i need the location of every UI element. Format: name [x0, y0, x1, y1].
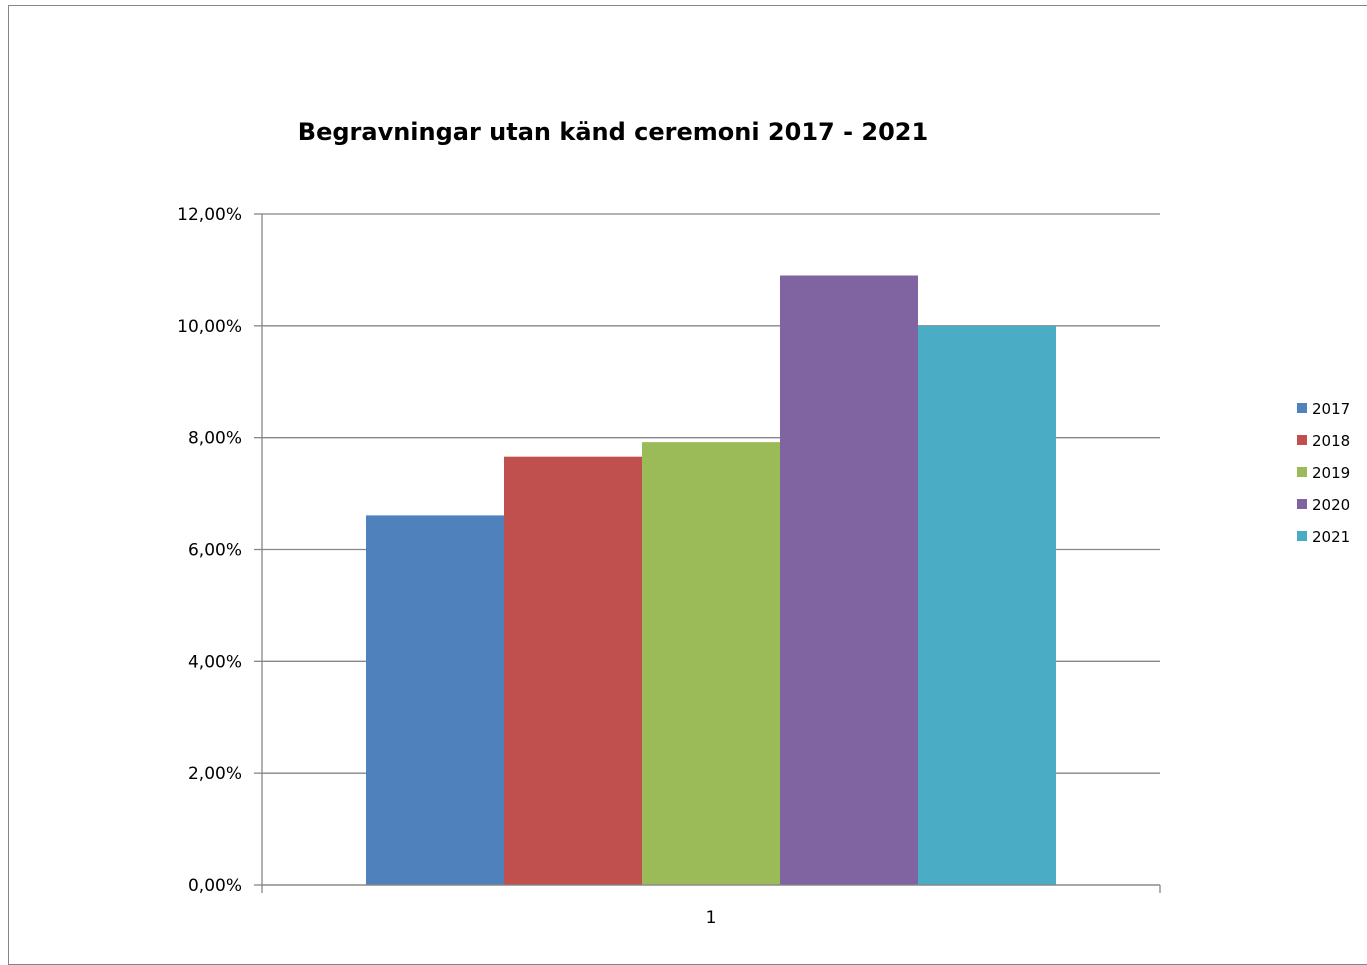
bar-2019	[642, 442, 780, 885]
legend-label-2019: 2019	[1312, 464, 1350, 482]
legend-label-2020: 2020	[1312, 496, 1350, 514]
legend-swatch-2018	[1297, 435, 1307, 445]
x-tick-label: 1	[706, 908, 717, 928]
legend-label-2017: 2017	[1312, 400, 1350, 418]
y-tick-label: 4,00%	[188, 652, 242, 672]
legend-swatch-2017	[1297, 403, 1307, 413]
chart-title: Begravningar utan känd ceremoni 2017 - 2…	[298, 118, 928, 146]
y-tick-label: 2,00%	[188, 764, 242, 784]
y-tick-label: 6,00%	[188, 541, 242, 561]
bar-2020	[780, 275, 918, 886]
legend-label-2018: 2018	[1312, 432, 1350, 450]
legend-swatch-2021	[1297, 531, 1307, 541]
y-tick-labels: 0,00% 2,00% 4,00% 6,00% 8,00% 10,00% 12,00%	[177, 205, 242, 896]
axes	[261, 214, 1161, 893]
bar-2018	[504, 456, 642, 885]
y-tick-label: 12,00%	[177, 205, 242, 225]
bars	[366, 275, 1056, 886]
bar-2021	[918, 325, 1056, 885]
legend: 2017 2018 2019 2020 2021	[1297, 400, 1350, 546]
legend-label-2021: 2021	[1312, 528, 1350, 546]
x-tick-labels: 1	[706, 908, 717, 928]
legend-swatch-2019	[1297, 467, 1307, 477]
y-tick-label: 10,00%	[177, 317, 242, 337]
bar-2017	[366, 515, 504, 885]
legend-swatch-2020	[1297, 499, 1307, 509]
y-tick-label: 0,00%	[188, 876, 242, 896]
bar-chart: Begravningar utan känd ceremoni 2017 - 2…	[177, 118, 1350, 928]
y-tick-label: 8,00%	[188, 429, 242, 449]
